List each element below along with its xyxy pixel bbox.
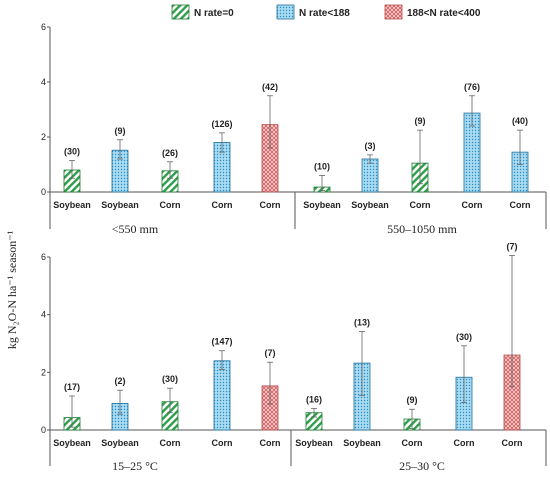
sample-size-label: (7) (507, 242, 518, 252)
panel: 0 2 4 6 <550 mm (30) Soybean (9) Soybean (26) Corn… (41, 22, 547, 236)
category-label: Soybean (101, 438, 139, 448)
sample-size-label: (147) (211, 337, 232, 347)
category-label: Corn (260, 200, 281, 210)
category-label: Soybean (351, 200, 389, 210)
y-tick-label: 2 (41, 132, 46, 142)
sample-size-label: (9) (115, 126, 126, 136)
legend-label: 188<N rate<400 (407, 8, 481, 19)
legend-swatch (384, 4, 403, 20)
sample-size-label: (9) (407, 395, 418, 405)
group-label: 25–30 °C (399, 459, 445, 473)
category-label: Corn (212, 438, 233, 448)
category-label: Soybean (295, 438, 333, 448)
y-tick-label: 2 (41, 367, 46, 377)
legend-label: N rate<188 (299, 8, 350, 19)
legend-swatch (171, 4, 190, 20)
y-tick-label: 6 (41, 252, 46, 262)
group-label: 15–25 °C (112, 459, 158, 473)
group-label: <550 mm (112, 222, 159, 236)
category-label: Soybean (303, 200, 341, 210)
bar-group: 15–25 °C (17) Soybean (2) Soybean (30) Corn (14… (53, 337, 280, 473)
y-tick-label: 4 (41, 77, 46, 87)
category-label: Corn (410, 200, 431, 210)
sample-size-label: (126) (211, 119, 232, 129)
y-axis-label: kg N₂O-N ha⁻¹ season⁻¹ (5, 230, 19, 349)
bar (213, 360, 231, 431)
sample-size-label: (30) (456, 332, 472, 342)
category-label: Soybean (53, 200, 91, 210)
y-tick-label: 4 (41, 310, 46, 320)
y-tick-label: 0 (41, 425, 46, 435)
bar-group: 550–1050 mm (10) Soybean (3) Soybean (9) Corn (… (303, 82, 530, 236)
sample-size-label: (2) (115, 376, 126, 386)
legend-item: N rate<188 (276, 4, 350, 20)
category-label: Corn (462, 200, 483, 210)
legend-item: 188<N rate<400 (384, 4, 481, 20)
legend-label: N rate=0 (194, 8, 234, 19)
sample-size-label: (13) (354, 317, 370, 327)
category-label: Corn (402, 438, 423, 448)
category-label: Soybean (343, 438, 381, 448)
sample-size-label: (3) (365, 141, 376, 151)
legend-swatch (276, 4, 295, 20)
sample-size-label: (30) (64, 146, 80, 156)
y-tick-label: 0 (41, 187, 46, 197)
sample-size-label: (16) (306, 394, 322, 404)
category-label: Soybean (53, 438, 91, 448)
category-label: Corn (160, 200, 181, 210)
panel: 0 2 4 6 15–25 °C (17) Soybean (2) Soybean (30) Cor… (41, 242, 547, 473)
category-label: Corn (260, 438, 281, 448)
bar-group: <550 mm (30) Soybean (9) Soybean (26) Corn (126… (53, 82, 280, 236)
chart-panels: 0 2 4 6 <550 mm (30) Soybean (9) Soybean (26) Corn… (41, 22, 547, 473)
category-label: Soybean (101, 200, 139, 210)
category-label: Corn (212, 200, 233, 210)
sample-size-label: (26) (162, 148, 178, 158)
sample-size-label: (9) (415, 116, 426, 126)
category-label: Corn (502, 438, 523, 448)
bar-group: 25–30 °C (16) Soybean (13) Soybean (9) Corn (30… (295, 242, 522, 473)
sample-size-label: (42) (262, 82, 278, 92)
bar (361, 158, 379, 193)
legend: N rate=0 N rate<188 188<N rate<400 (171, 4, 481, 20)
category-label: Corn (510, 200, 531, 210)
group-label: 550–1050 mm (387, 222, 457, 236)
sample-size-label: (17) (64, 382, 80, 392)
y-tick-label: 6 (41, 22, 46, 32)
legend-item: N rate=0 (171, 4, 234, 20)
sample-size-label: (10) (314, 162, 330, 172)
sample-size-label: (40) (512, 116, 528, 126)
category-label: Corn (454, 438, 475, 448)
category-label: Corn (160, 438, 181, 448)
sample-size-label: (30) (162, 374, 178, 384)
sample-size-label: (76) (464, 82, 480, 92)
sample-size-label: (7) (265, 348, 276, 358)
